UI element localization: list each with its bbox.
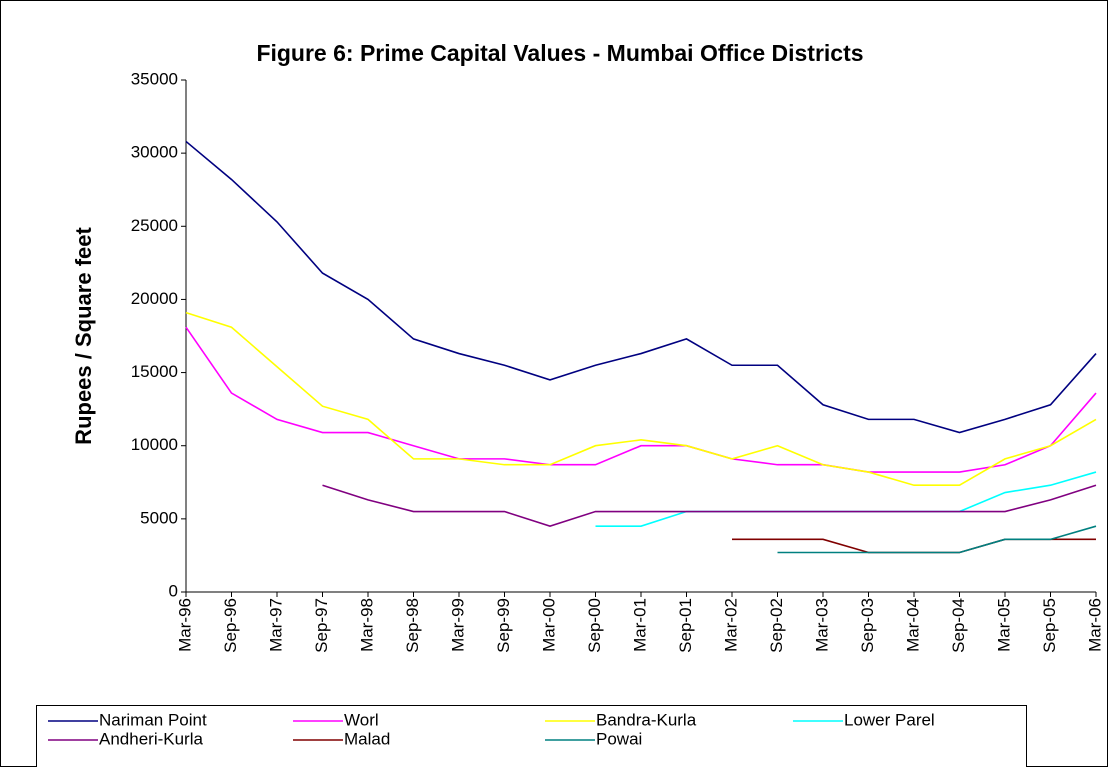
legend-label: Bandra-Kurla bbox=[596, 710, 697, 729]
y-tick-label: 5000 bbox=[140, 508, 178, 527]
legend-box bbox=[36, 705, 1027, 767]
x-tick-label: Mar-06 bbox=[1085, 598, 1104, 652]
x-tick-label: Sep-02 bbox=[767, 598, 786, 653]
x-tick-label: Mar-98 bbox=[357, 598, 376, 652]
x-tick-label: Mar-97 bbox=[266, 598, 285, 652]
x-tick-label: Mar-01 bbox=[630, 598, 649, 652]
x-tick-label: Sep-96 bbox=[221, 598, 240, 653]
x-tick-label: Mar-02 bbox=[721, 598, 740, 652]
y-tick-label: 10000 bbox=[131, 435, 178, 454]
data-line bbox=[185, 326, 1097, 473]
x-tick-label: Sep-97 bbox=[312, 598, 331, 653]
legend-label: Lower Parel bbox=[844, 710, 935, 729]
legend-label: Powai bbox=[596, 729, 642, 748]
y-tick-label: 20000 bbox=[131, 289, 178, 308]
y-tick-label: 0 bbox=[169, 581, 178, 600]
x-tick-label: Mar-99 bbox=[448, 598, 467, 652]
legend-label: Nariman Point bbox=[99, 710, 207, 729]
x-tick-label: Sep-99 bbox=[494, 598, 513, 653]
x-tick-label: Mar-96 bbox=[175, 598, 194, 652]
x-tick-label: Sep-01 bbox=[676, 598, 695, 653]
y-tick-label: 25000 bbox=[131, 216, 178, 235]
y-tick-label: 30000 bbox=[131, 143, 178, 162]
x-tick-label: Sep-04 bbox=[949, 598, 968, 653]
legend-label: Worl bbox=[344, 710, 379, 729]
x-tick-label: Sep-98 bbox=[403, 598, 422, 653]
y-tick-label: 35000 bbox=[131, 69, 178, 88]
y-axis-label: Rupees / Square feet bbox=[71, 227, 96, 445]
x-tick-label: Mar-00 bbox=[539, 598, 558, 652]
x-tick-label: Mar-04 bbox=[903, 598, 922, 652]
data-line bbox=[185, 311, 1097, 487]
legend-label: Andheri-Kurla bbox=[99, 729, 203, 748]
x-tick-label: Sep-00 bbox=[585, 598, 604, 653]
x-tick-label: Mar-03 bbox=[812, 598, 831, 652]
chart-title: Figure 6: Prime Capital Values - Mumbai … bbox=[256, 40, 863, 66]
data-line bbox=[777, 525, 1097, 554]
legend-label: Malad bbox=[344, 729, 390, 748]
data-line bbox=[185, 140, 1097, 434]
y-tick-label: 15000 bbox=[131, 362, 178, 381]
data-line bbox=[322, 484, 1097, 528]
x-tick-label: Mar-05 bbox=[994, 598, 1013, 652]
x-tick-label: Sep-05 bbox=[1040, 598, 1059, 653]
x-tick-label: Sep-03 bbox=[858, 598, 877, 653]
